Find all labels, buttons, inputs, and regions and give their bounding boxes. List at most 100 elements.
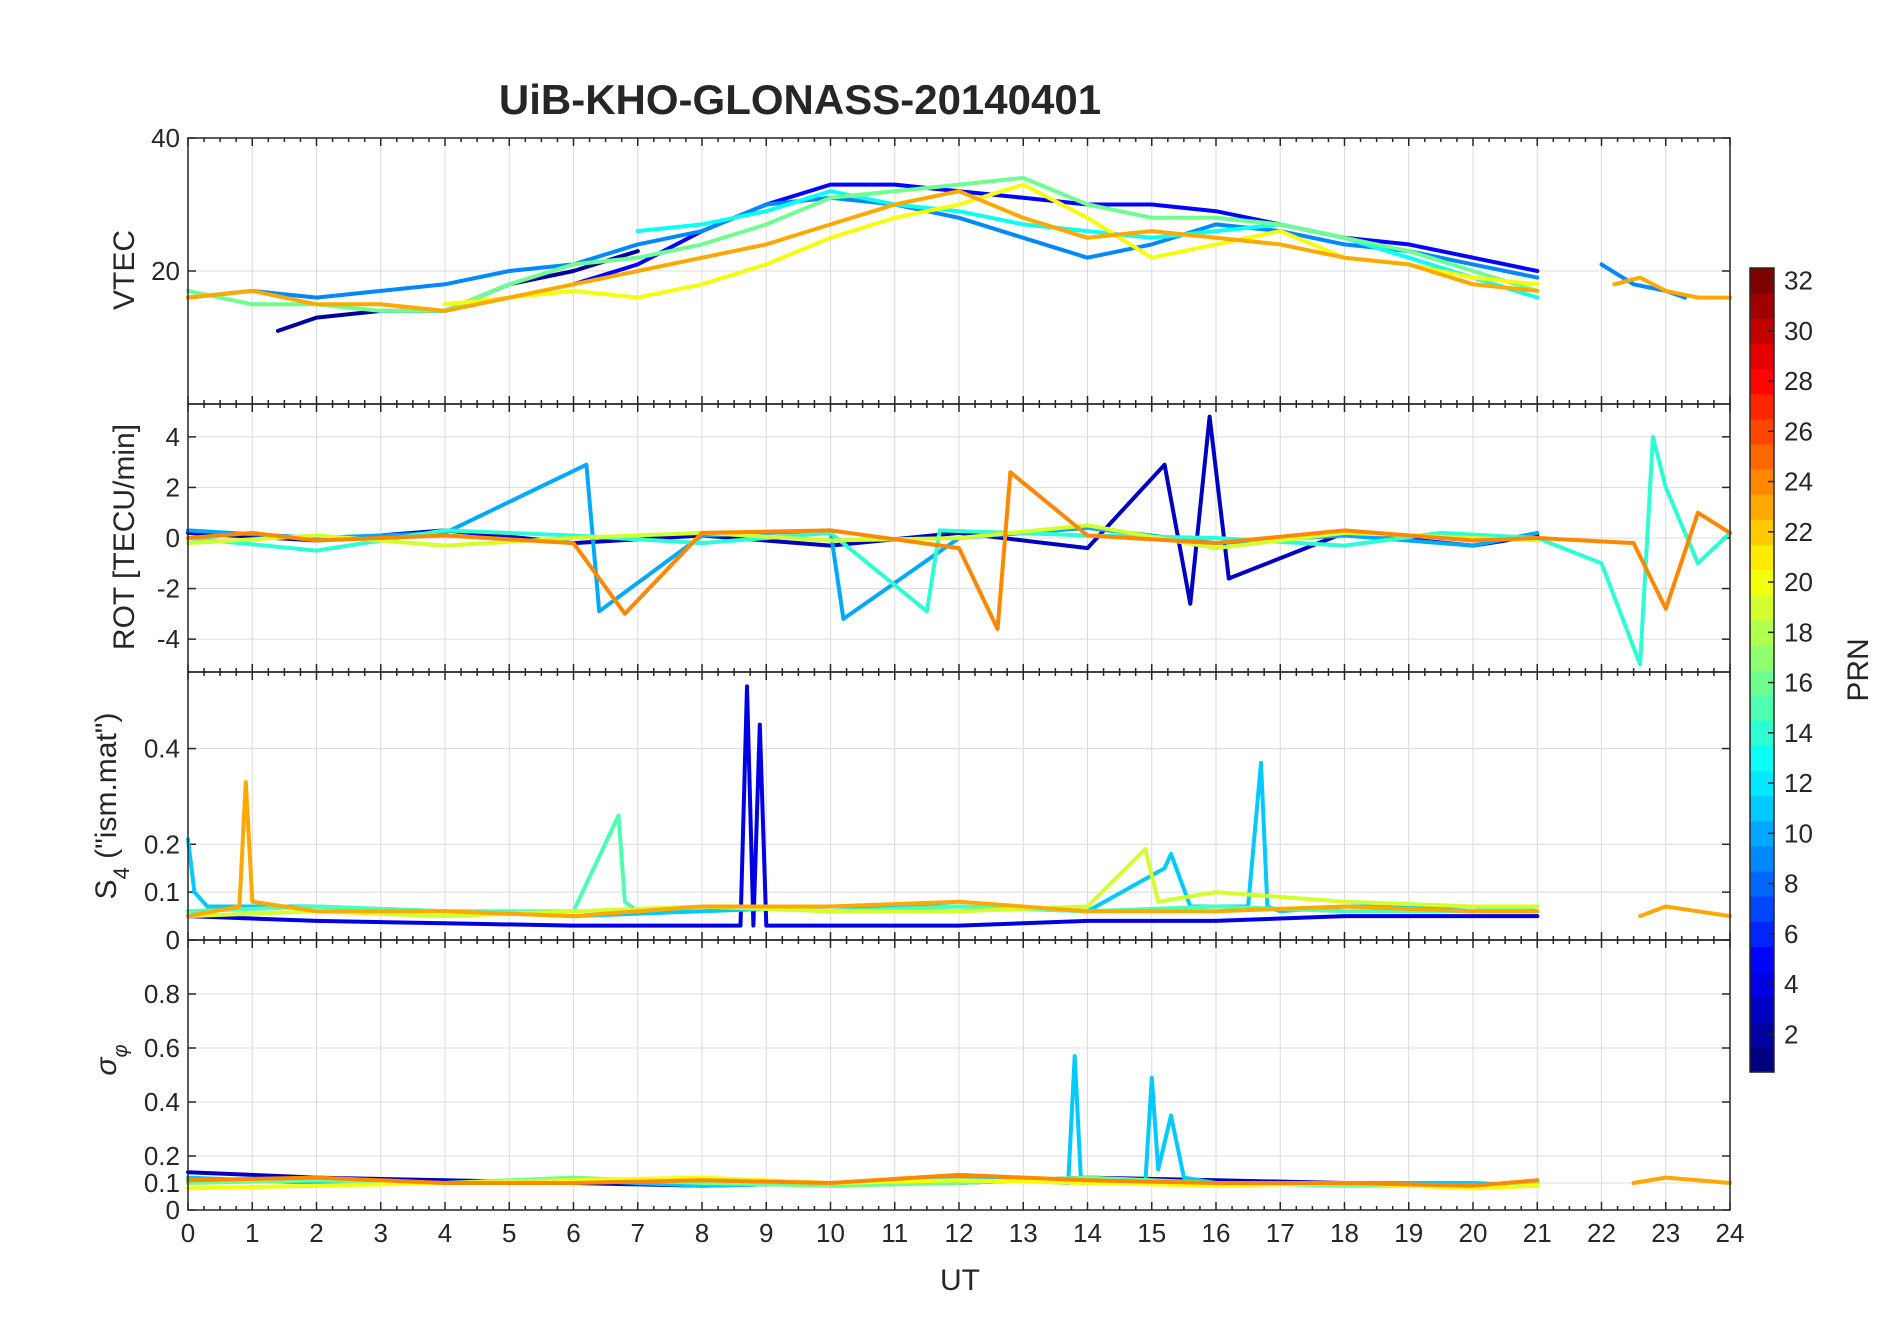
s4-ytick-label: 0 [166, 925, 180, 955]
chart-title: UiB-KHO-GLONASS-20140401 [499, 76, 1101, 123]
colorbar-tick-label: 4 [1784, 969, 1798, 999]
panel-s4: 0 0.1 0.2 0.4 [144, 671, 1732, 955]
xtick-label: 8 [695, 1218, 709, 1248]
rot-ytick-label: 4 [166, 422, 180, 452]
xtick-label: 23 [1651, 1218, 1680, 1248]
colorbar-tick-label: 2 [1784, 1019, 1798, 1049]
colorbar-segment [1750, 946, 1774, 973]
vtec-ytick-label: 20 [151, 256, 180, 286]
xtick-label: 10 [816, 1218, 845, 1248]
xtick-label: 15 [1137, 1218, 1166, 1248]
xtick-label: 14 [1073, 1218, 1102, 1248]
colorbar-segment [1750, 1046, 1774, 1073]
sigma-phi-frame [187, 939, 1731, 1211]
rot-ytick-label: -4 [157, 624, 180, 654]
rot-ytick-label: -2 [157, 574, 180, 604]
s4-series-prn-15 [186, 813, 1540, 914]
colorbar-tick-label: 26 [1784, 416, 1813, 446]
vtec-series-prn-23 [1612, 275, 1732, 300]
xtick-label: 4 [438, 1218, 452, 1248]
vtec-series-prn-13 [635, 189, 1540, 300]
s4-ytick-label: 0.2 [144, 829, 180, 859]
rot-series-prn-24 [186, 470, 1732, 631]
xtick-label: 21 [1523, 1218, 1552, 1248]
xtick-label: 18 [1330, 1218, 1359, 1248]
xtick-label: 20 [1459, 1218, 1488, 1248]
s4-series-prn-11 [186, 760, 1540, 919]
colorbar-segment [1750, 393, 1774, 420]
xtick-label: 22 [1587, 1218, 1616, 1248]
colorbar-segment [1750, 845, 1774, 872]
s4-ytick-label: 0.1 [144, 877, 180, 907]
ylabel-s4: S4 ("ism.mat") [90, 713, 134, 900]
xtick-label: 12 [945, 1218, 974, 1248]
s4-series-prn-23 [1638, 904, 1732, 919]
xtick-label: 3 [374, 1218, 388, 1248]
rot-ytick-label: 2 [166, 472, 180, 502]
sigma-phi-series-prn-23 [1631, 1175, 1732, 1185]
sigma-phi-ytick-label: 0.4 [144, 1087, 180, 1117]
colorbar-tick-label: 8 [1784, 869, 1798, 899]
s4-series-prn-23 [186, 780, 1540, 919]
colorbar-label: PRN [1842, 638, 1875, 701]
colorbar-tick-label: 28 [1784, 366, 1813, 396]
colorbar-tick-label: 30 [1784, 316, 1813, 346]
xlabel: UT [940, 1264, 980, 1297]
colorbar-tick-label: 14 [1784, 718, 1813, 748]
xtick-label: 6 [566, 1218, 580, 1248]
colorbar-segment [1750, 443, 1774, 470]
colorbar-segment [1750, 695, 1774, 721]
colorbar-segment [1750, 544, 1774, 571]
colorbar-tick-label: 6 [1784, 919, 1798, 949]
xtick-label: 7 [631, 1218, 645, 1248]
sigma-phi-series-prn-24 [186, 1172, 1540, 1188]
colorbar-tick-label: 18 [1784, 617, 1813, 647]
vtec-series-prn-23 [186, 189, 1540, 313]
rot-series-prn-14 [186, 434, 1732, 667]
colorbar-tick-label: 24 [1784, 467, 1813, 497]
colorbar-tick-label: 20 [1784, 567, 1813, 597]
xtick-label: 5 [502, 1218, 516, 1248]
sigma-phi-ytick-label: 0.1 [144, 1168, 180, 1198]
sigma-phi-ytick-label: 0.2 [144, 1141, 180, 1171]
xtick-label: 24 [1716, 1218, 1745, 1248]
colorbar-segment [1750, 644, 1774, 671]
colorbar-tick-label: 12 [1784, 768, 1813, 798]
colorbar-segment [1750, 996, 1774, 1023]
ylabel-rot: ROT [TECU/min] [108, 424, 141, 650]
xtick-label: 11 [881, 1218, 908, 1248]
colorbar-segment [1750, 745, 1774, 772]
colorbar-tick-label: 10 [1784, 818, 1813, 848]
colorbar-segment [1750, 795, 1774, 822]
colorbar-segment [1750, 594, 1774, 621]
ylabel-vtec: VTEC [108, 230, 141, 310]
panel-sigma-phi: 00.10.20.40.60.80 1 2 3 4 5 6 7 8 9 10 11 12 13 14 15 16… [144, 939, 1745, 1248]
vtec-series-prn-9 [186, 195, 1540, 300]
xtick-label: 1 [245, 1218, 259, 1248]
colorbar-tick-label: 16 [1784, 668, 1813, 698]
s4-series-prn-19 [186, 847, 1540, 919]
colorbar-tick-label: 22 [1784, 517, 1813, 547]
xtick-label: 16 [1202, 1218, 1231, 1248]
s4-ytick-label: 0.4 [144, 734, 180, 764]
sigma-phi-series-prn-11 [186, 1054, 1540, 1188]
sigma-phi-ytick-label: 0.8 [144, 979, 180, 1009]
xtick-label: 13 [1009, 1218, 1038, 1248]
panel-rot: -4 -2 0 2 4 [157, 403, 1732, 673]
colorbar-segment [1750, 343, 1774, 370]
rot-series-prn-3 [186, 414, 1540, 606]
colorbar-tick-label: 32 [1784, 266, 1813, 296]
xtick-label: 0 [181, 1218, 195, 1248]
colorbar-segment [1750, 896, 1774, 922]
rot-ytick-label: 0 [166, 523, 180, 553]
xtick-label: 2 [309, 1218, 323, 1248]
ylabel-sigma-phi: σφ [90, 1044, 132, 1075]
xtick-label: 17 [1266, 1218, 1295, 1248]
colorbar-segment [1750, 293, 1774, 319]
vtec-series-prn-16 [186, 175, 1540, 313]
colorbar-segment [1750, 494, 1774, 520]
s4-series-prn-4 [186, 684, 1540, 928]
